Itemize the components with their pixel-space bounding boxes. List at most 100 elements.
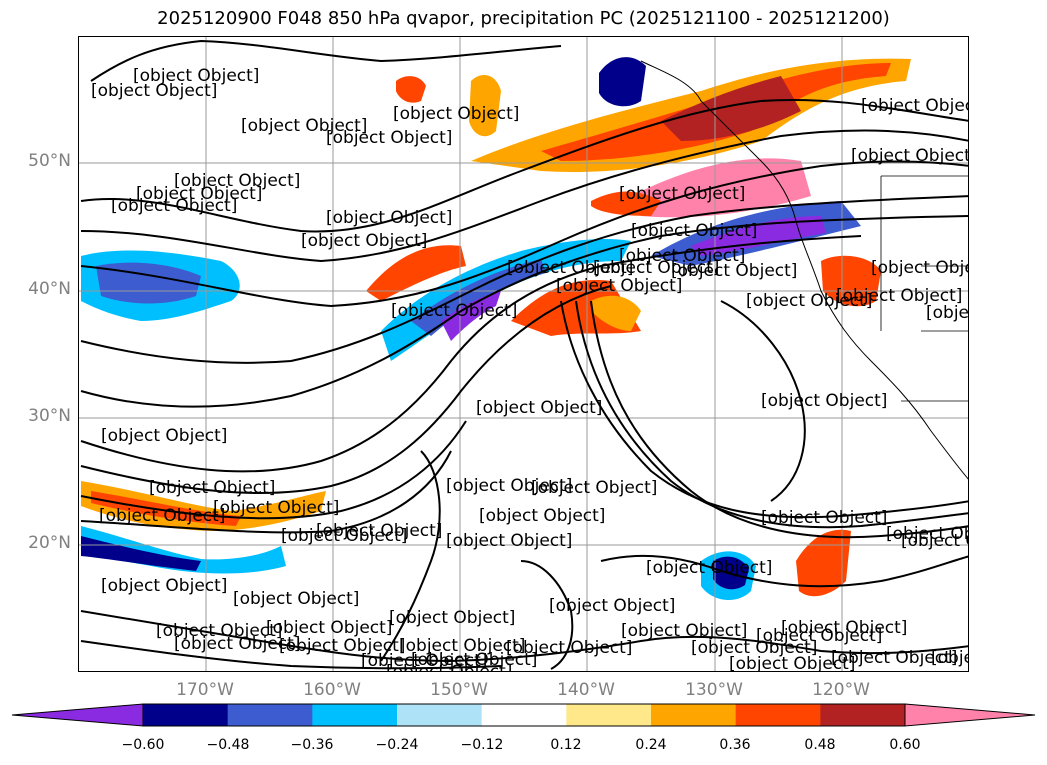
contour-16 (720, 300, 806, 502)
precip-positive-mid-left (366, 245, 466, 301)
colorbar-segment (481, 704, 567, 726)
contour-label-layer: [object Object] [object Object] [object … (91, 66, 969, 672)
contour-label: [object Object] (411, 650, 537, 670)
contour-3 (80, 160, 968, 308)
contour-10 (560, 300, 968, 519)
contour-label: [object Object] (149, 478, 275, 498)
contour-13 (600, 554, 968, 588)
contour-label: [object Object] (213, 498, 339, 518)
contour-label: [object Object] (619, 246, 745, 266)
lon-label-150w: 150°W (430, 680, 488, 700)
contour-label: [object Object] (266, 618, 392, 638)
colorbar-tick: 0.24 (635, 737, 667, 753)
lat-label-30n: 30°N (28, 406, 71, 426)
contour-label: [object Object] (691, 638, 817, 658)
lon-label-120w: 120°W (812, 680, 870, 700)
contour-label: [object Object] (326, 208, 452, 228)
map-panel: [object Object] [object Object] [object … (78, 36, 969, 672)
contour-label: [object Object] (861, 96, 969, 116)
colorbar-segment (735, 704, 821, 726)
contour-17 (90, 39, 562, 82)
contour-label: [object Object] (621, 621, 747, 641)
contour-1 (80, 99, 968, 233)
colorbar (11, 703, 1036, 727)
lon-label-140w: 140°W (557, 680, 615, 700)
colorbar-tick: −0.48 (206, 737, 250, 753)
precip-negative-mid-core (411, 259, 546, 336)
contour-label: [object Object] (851, 146, 969, 166)
precip-positive-ne-dark (661, 76, 801, 141)
contour-label: [object Object] (761, 391, 887, 411)
lon-label-170w: 170°W (176, 680, 234, 700)
colorbar-tick: 0.12 (550, 737, 582, 753)
precip-blob-left-orange (396, 76, 426, 103)
contour-label: [object Object] (101, 426, 227, 446)
contour-label: [object Object] (756, 626, 882, 646)
contour-label: [object Object] (479, 506, 605, 526)
contour-label: [object Object] (886, 524, 969, 544)
contour-label: [object Object] (301, 231, 427, 251)
contour-label: [object Object] (926, 303, 969, 323)
contour-label: [object Object] (91, 81, 217, 101)
colorbar-segment (820, 704, 906, 726)
colorbar-tick: −0.60 (121, 737, 165, 753)
contour-19 (520, 560, 574, 670)
precip-positive-se (796, 529, 851, 597)
colorbar-tick: 0.36 (719, 737, 751, 753)
map-canvas: [object Object] [object Object] [object … (79, 37, 969, 672)
precip-pink-plume (631, 158, 811, 218)
contour-4 (80, 195, 968, 364)
coastline (640, 60, 968, 480)
contour-label: [object Object] (836, 286, 962, 306)
contour-label: [object Object] (531, 478, 657, 498)
contour-9 (80, 450, 452, 534)
precip-negative-sw-core (81, 536, 201, 571)
contour-label: [object Object] (556, 276, 682, 296)
lon-label-130w: 130°W (685, 680, 743, 700)
contour-label: [object Object] (111, 196, 237, 216)
precip-negative-coast-violet (691, 216, 826, 256)
contour-label: [object Object] (101, 576, 227, 596)
colorbar-tick: −0.24 (375, 737, 419, 753)
contour-18 (380, 450, 441, 662)
colorbar-segment (143, 704, 229, 726)
colorbar-segment (227, 704, 313, 726)
precip-blob-pos-center (469, 75, 501, 137)
contour-label: [object Object] (593, 258, 719, 278)
lat-label-20n: 20°N (28, 533, 71, 553)
contour-label: [object Object] (391, 301, 517, 321)
precip-blob-pos-ne2 (821, 255, 881, 307)
precip-negative-west-core (96, 262, 201, 304)
precip-orange-plume (591, 191, 661, 216)
contour-label: [object Object] (729, 654, 855, 672)
contour-label: [object Object] (761, 508, 887, 528)
contour-2 (80, 129, 968, 263)
precip-negative-mid-violet (441, 291, 501, 341)
contour-label: [object Object] (549, 596, 675, 616)
contour-label: [object Object] (446, 476, 572, 496)
contour-12 (590, 300, 968, 539)
precip-positive-mid-orange (591, 295, 641, 331)
contour-label: [object Object] (99, 506, 225, 526)
contour-label: [object Object] (619, 184, 745, 204)
contour-label: [object Object] (746, 291, 872, 311)
colorbar-outline (142, 703, 906, 727)
graticule (79, 37, 968, 671)
contour-7 (80, 285, 612, 495)
contour-label: [object Object] (386, 662, 512, 672)
colorbar-extend-min (11, 703, 144, 727)
lon-label-160w: 160°W (303, 680, 361, 700)
map-title: 2025120900 F048 850 hPa qvapor, precipit… (157, 8, 890, 29)
colorbar-tick: −0.12 (460, 737, 504, 753)
contour-label: [object Object] (174, 634, 300, 654)
lat-label-50n: 50°N (28, 151, 71, 171)
contour-label: [object Object] (326, 128, 452, 148)
qvapor-contours (80, 39, 968, 670)
contour-6 (80, 235, 862, 473)
contour-label: [object Object] (399, 636, 525, 656)
contour-15 (80, 640, 502, 670)
contour-label: [object Object] (233, 589, 359, 609)
contour-14 (80, 610, 968, 663)
colorbar-segment (566, 704, 652, 726)
colorbar-tick: −0.36 (290, 737, 334, 753)
